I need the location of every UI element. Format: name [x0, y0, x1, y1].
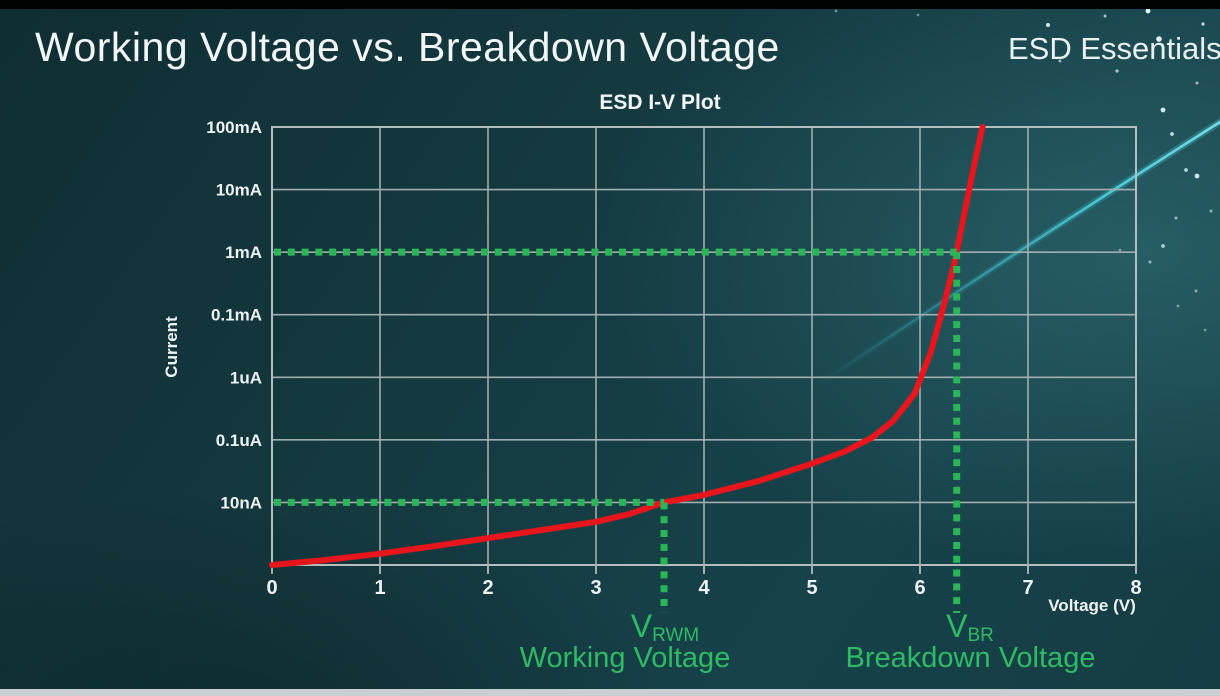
- x-tick-label-7: 7: [1022, 577, 1033, 599]
- brand-text: ESD Essentials: [1008, 31, 1220, 66]
- y-tick-label-100mA: 100mA: [206, 118, 262, 137]
- x-tick-label-2: 2: [482, 577, 493, 599]
- breakdown-voltage-caption: Breakdown Voltage: [845, 642, 1096, 674]
- x-tick-label-4: 4: [698, 577, 710, 599]
- y-tick-label-10nA: 10nA: [220, 493, 262, 512]
- chart-title: ESD I-V Plot: [599, 91, 721, 114]
- vbr-symbol: V: [946, 608, 968, 644]
- bottom-strip: [0, 689, 1220, 696]
- x-tick-label-8: 8: [1130, 577, 1141, 599]
- x-tick-label-6: 6: [914, 577, 925, 599]
- y-tick-label-0.1mA: 0.1mA: [211, 306, 262, 325]
- page-title: Working Voltage vs. Breakdown Voltage: [35, 24, 780, 70]
- y-tick-label-1uA: 1uA: [230, 368, 262, 387]
- y-tick-label-1mA: 1mA: [225, 243, 262, 262]
- y-tick-label-0.1uA: 0.1uA: [216, 431, 262, 450]
- x-axis-title: Voltage (V): [1048, 596, 1136, 615]
- x-tick-label-1: 1: [374, 577, 385, 599]
- y-tick-label-10mA: 10mA: [216, 181, 262, 200]
- x-tick-label-0: 0: [266, 577, 277, 599]
- iv-curve: [269, 124, 986, 568]
- vbr-subscript: BR: [967, 625, 994, 647]
- top-letterbox-bar: [0, 0, 1220, 9]
- x-tick-label-3: 3: [590, 577, 601, 599]
- vrwm-symbol: V: [630, 608, 653, 644]
- x-tick-label-5: 5: [806, 577, 817, 599]
- working-voltage-caption: Working Voltage: [519, 642, 731, 674]
- vrwm-subscript: RWM: [652, 625, 700, 647]
- vbr-label: VBR: [905, 608, 1035, 647]
- vrwm-label: VRWM: [600, 608, 730, 647]
